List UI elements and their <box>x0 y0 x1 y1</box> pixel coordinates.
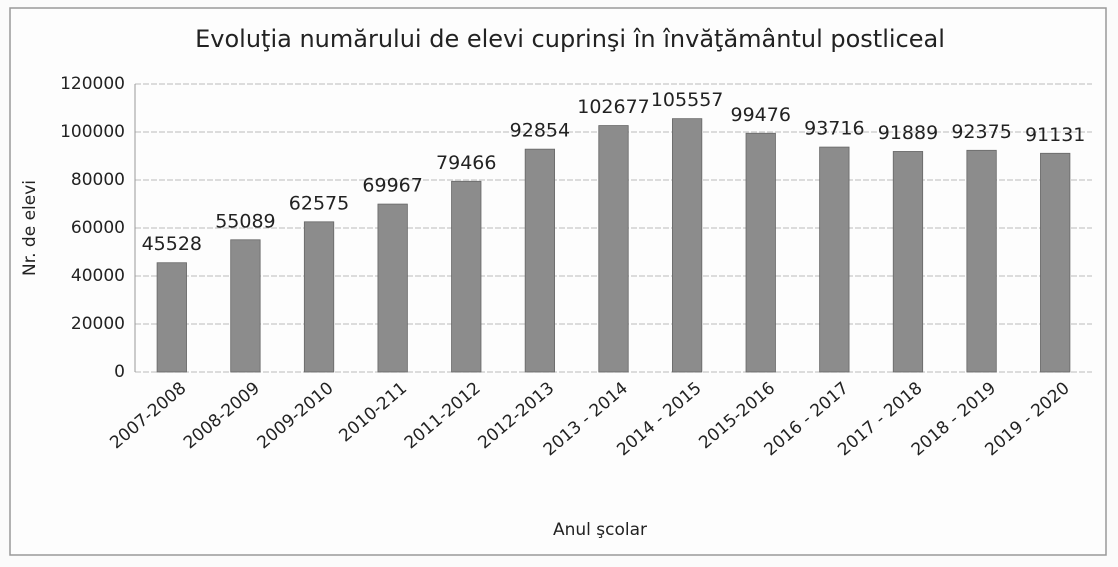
chart-title: Evoluţia numărului de elevi cuprinşi în … <box>195 25 945 53</box>
bar <box>451 180 482 373</box>
y-axis-label: Nr. de elevi <box>20 180 40 276</box>
data-label: 45528 <box>142 233 202 255</box>
data-label: 91131 <box>1025 124 1085 146</box>
y-tick-label: 120000 <box>60 74 125 94</box>
bar <box>892 151 924 373</box>
data-label: 102677 <box>577 96 650 118</box>
data-label: 92375 <box>951 121 1011 143</box>
bar <box>156 262 187 373</box>
data-label: 79466 <box>436 152 496 174</box>
data-label: 99476 <box>731 104 791 126</box>
data-label: 105557 <box>651 89 724 111</box>
y-tick-label: 0 <box>114 362 125 382</box>
y-tick-label: 20000 <box>71 314 125 334</box>
bar <box>966 149 997 373</box>
chart-border <box>9 7 1107 556</box>
bar <box>598 125 629 373</box>
bar <box>1040 152 1071 373</box>
data-label: 62575 <box>289 192 349 214</box>
bar <box>377 203 408 373</box>
y-tick-label: 40000 <box>71 266 125 286</box>
data-label: 92854 <box>510 120 570 142</box>
data-label: 91889 <box>878 122 938 144</box>
y-tick-label: 80000 <box>71 170 125 190</box>
data-label: 55089 <box>215 210 275 232</box>
bar <box>819 146 850 373</box>
x-axis-label: Anul şcolar <box>553 520 647 540</box>
data-label: 93716 <box>804 118 864 140</box>
bar <box>303 221 335 373</box>
bar <box>230 239 261 373</box>
y-tick-label: 60000 <box>71 218 125 238</box>
bar <box>524 148 556 373</box>
data-label: 69967 <box>362 175 422 197</box>
bar <box>671 118 703 373</box>
y-tick-label: 100000 <box>60 122 125 142</box>
bar <box>745 132 776 373</box>
